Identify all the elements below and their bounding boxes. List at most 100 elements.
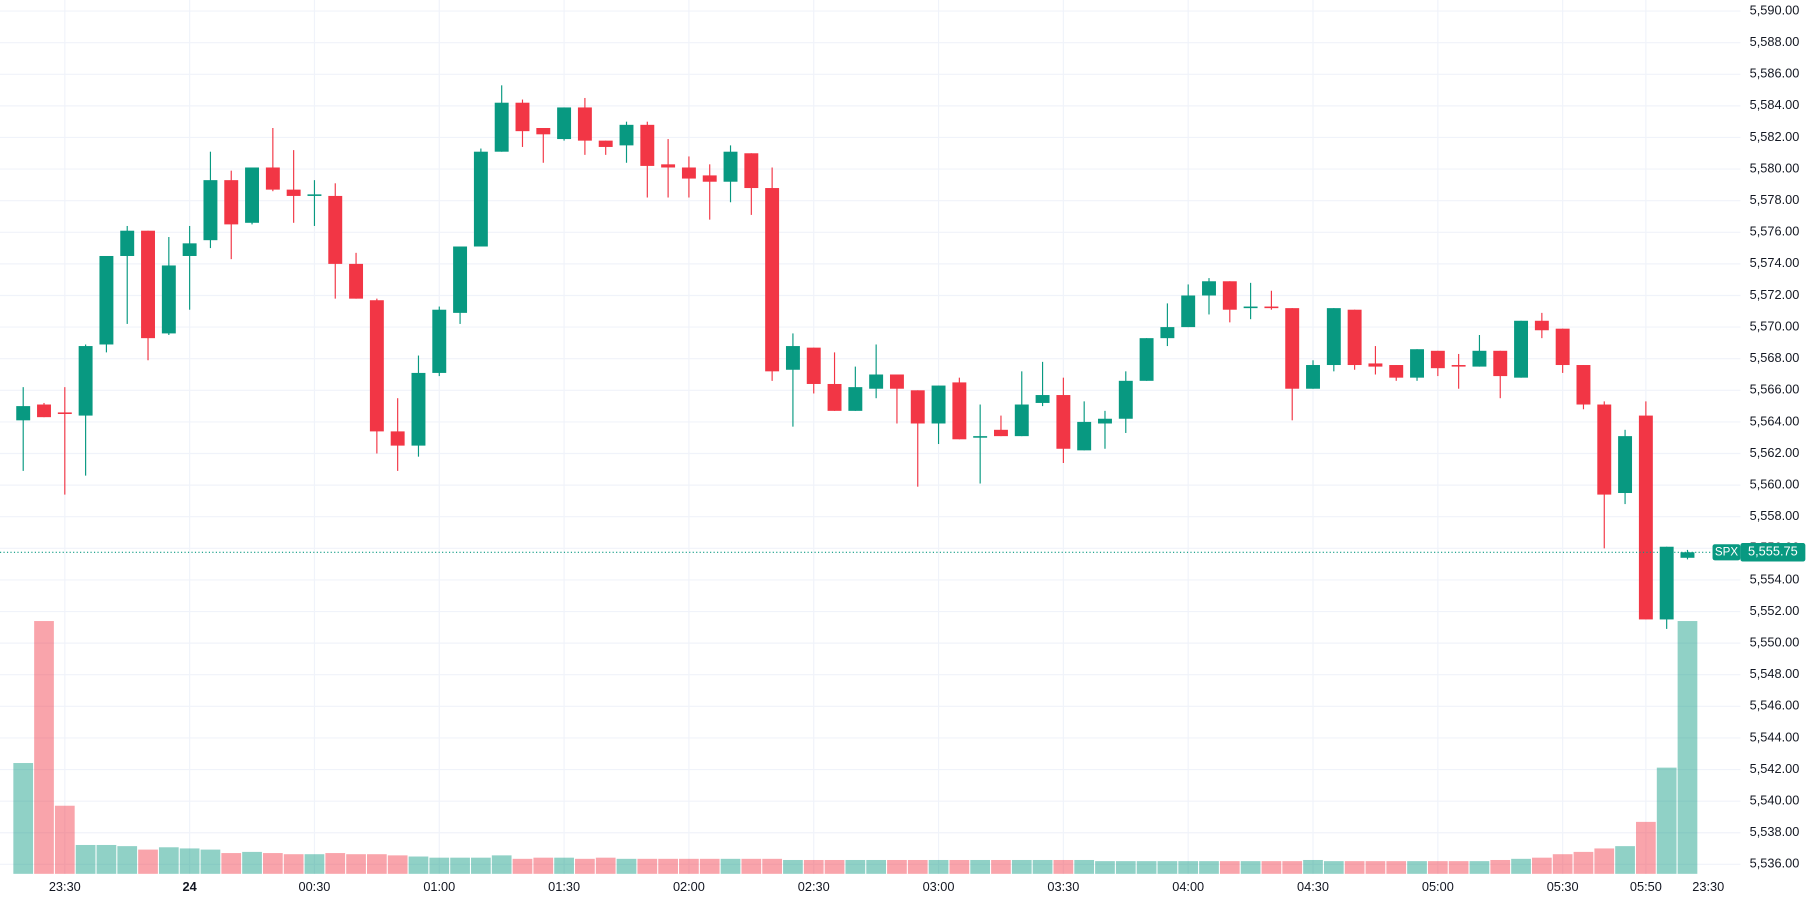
volume-bar xyxy=(1344,861,1365,874)
volume-bar xyxy=(907,859,928,874)
candle-body xyxy=(1181,295,1196,328)
candle-body xyxy=(16,406,31,421)
last-price-label: 5,555.75 xyxy=(1748,544,1798,559)
candle-body xyxy=(141,230,155,339)
candle-body xyxy=(1306,365,1320,389)
y-tick-label: 5,590.00 xyxy=(1750,2,1800,17)
volume-bar xyxy=(1427,861,1448,874)
candle-body xyxy=(1118,380,1133,419)
candle-layer xyxy=(16,85,1695,629)
candle-body xyxy=(619,124,634,146)
candle-body xyxy=(723,151,738,182)
volume-bar xyxy=(408,856,429,874)
volume-bar xyxy=(1573,851,1594,874)
candle-body xyxy=(848,387,863,411)
candle-body xyxy=(453,246,468,313)
volume-bar xyxy=(741,858,762,874)
candle-body xyxy=(827,383,842,411)
y-tick-label: 5,542.00 xyxy=(1750,761,1800,776)
volume-bar xyxy=(34,621,54,874)
x-tick-label: 04:00 xyxy=(1172,879,1204,894)
y-tick-label: 5,568.00 xyxy=(1750,350,1800,365)
candle-body xyxy=(182,243,197,256)
x-tick-label: 02:30 xyxy=(798,879,830,894)
volume-bar xyxy=(616,858,637,874)
candle-body xyxy=(785,346,800,370)
y-tick-label: 5,588.00 xyxy=(1750,34,1800,49)
candle-body xyxy=(307,194,322,196)
candle-body xyxy=(515,102,530,132)
y-tick-label: 5,536.00 xyxy=(1750,856,1800,871)
x-tick-label: 02:00 xyxy=(673,879,705,894)
volume-bar xyxy=(138,849,158,874)
candle-body xyxy=(681,167,696,179)
candle-body xyxy=(744,153,759,189)
candle-body xyxy=(702,175,717,182)
x-tick-label: 24 xyxy=(183,879,197,894)
candle-body xyxy=(78,346,93,416)
candle-body xyxy=(640,124,655,166)
y-tick-label: 5,538.00 xyxy=(1750,824,1800,839)
symbol-label: SPX xyxy=(1715,546,1738,558)
axes: 5,536.00 5,538.00 5,540.00 5,542.00 5,544.00… xyxy=(49,2,1799,894)
candle-body xyxy=(265,167,280,190)
y-tick-label: 5,582.00 xyxy=(1750,129,1800,144)
volume-bar xyxy=(1136,861,1157,874)
candle-body xyxy=(1555,328,1570,366)
volume-bar xyxy=(346,854,366,874)
candle-body xyxy=(1534,320,1549,331)
candle-body xyxy=(1139,338,1154,381)
volume-bar xyxy=(75,844,96,874)
y-tick-label: 5,566.00 xyxy=(1750,382,1800,397)
volume-bar xyxy=(179,848,200,874)
y-tick-label: 5,558.00 xyxy=(1750,508,1800,523)
candle-body xyxy=(1077,421,1092,451)
candle-body xyxy=(1430,350,1445,369)
candle-body xyxy=(536,127,551,135)
candle-body xyxy=(411,372,426,446)
volume-bar xyxy=(1656,767,1677,874)
volume-bar xyxy=(762,858,782,874)
candle-body xyxy=(1472,350,1487,367)
volume-bar xyxy=(575,858,595,874)
candle-body xyxy=(390,431,405,446)
volume-bar xyxy=(429,857,450,874)
y-tick-label: 5,540.00 xyxy=(1750,793,1800,808)
candle-body xyxy=(889,374,904,389)
candle-body xyxy=(245,167,260,223)
volume-bar xyxy=(1199,861,1219,874)
y-tick-label: 5,560.00 xyxy=(1750,476,1800,491)
candle-body xyxy=(432,309,447,373)
candle-body xyxy=(1202,281,1216,296)
candle-body xyxy=(1410,349,1424,378)
volume-bar xyxy=(928,859,949,874)
volume-bar xyxy=(304,854,325,874)
x-tick-label: 04:30 xyxy=(1297,879,1329,894)
x-tick-label: 05:00 xyxy=(1422,879,1454,894)
y-tick-label: 5,576.00 xyxy=(1750,224,1800,239)
candle-body xyxy=(37,404,51,418)
volume-bar xyxy=(450,857,470,874)
candle-body xyxy=(473,151,488,247)
candle-body xyxy=(973,436,988,438)
volume-bar xyxy=(637,858,658,874)
candle-body xyxy=(994,429,1008,437)
volume-bar xyxy=(803,859,824,874)
volume-bar xyxy=(387,855,408,874)
volume-bar xyxy=(117,846,138,874)
volume-bar xyxy=(720,858,741,874)
candle-body xyxy=(1451,365,1466,367)
candle-body xyxy=(1576,365,1591,405)
y-tick-label: 5,570.00 xyxy=(1750,318,1800,333)
candle-body xyxy=(120,230,135,256)
volume-bar xyxy=(845,859,866,874)
candle-body xyxy=(869,374,884,389)
volume-bar xyxy=(283,854,304,874)
x-tick-label: 23:30 xyxy=(1692,879,1724,894)
volume-bar xyxy=(200,849,221,874)
candle-body xyxy=(203,180,218,241)
volume-bar xyxy=(325,853,346,874)
volume-layer xyxy=(13,621,1698,874)
